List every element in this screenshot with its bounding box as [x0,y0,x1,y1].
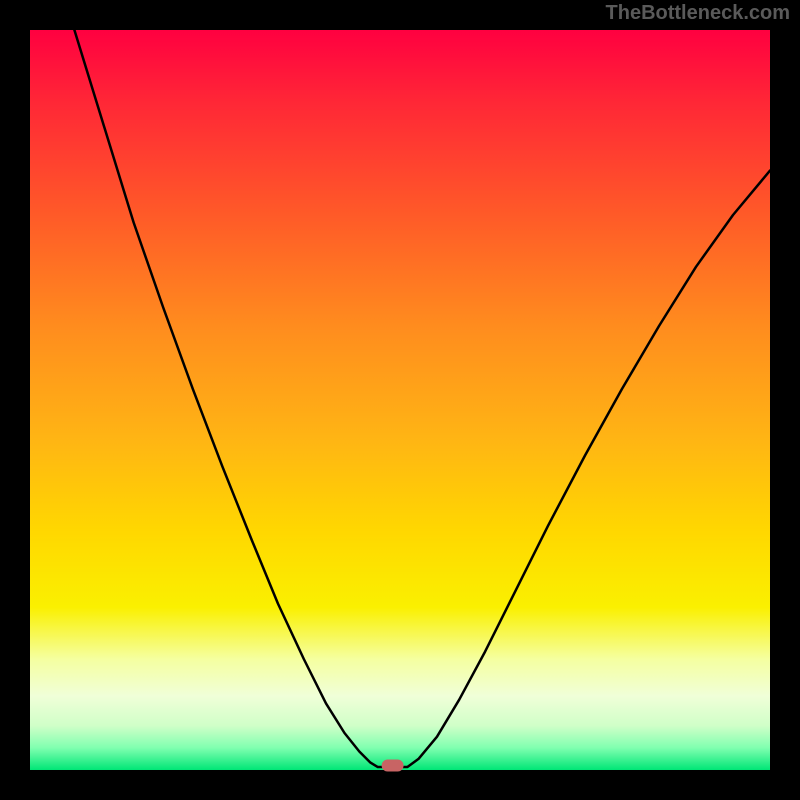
watermark-text: TheBottleneck.com [606,2,790,25]
bottleneck-chart [0,0,800,800]
chart-container: TheBottleneck.com [0,0,800,800]
minimum-marker [382,760,404,772]
plot-background [30,30,770,770]
